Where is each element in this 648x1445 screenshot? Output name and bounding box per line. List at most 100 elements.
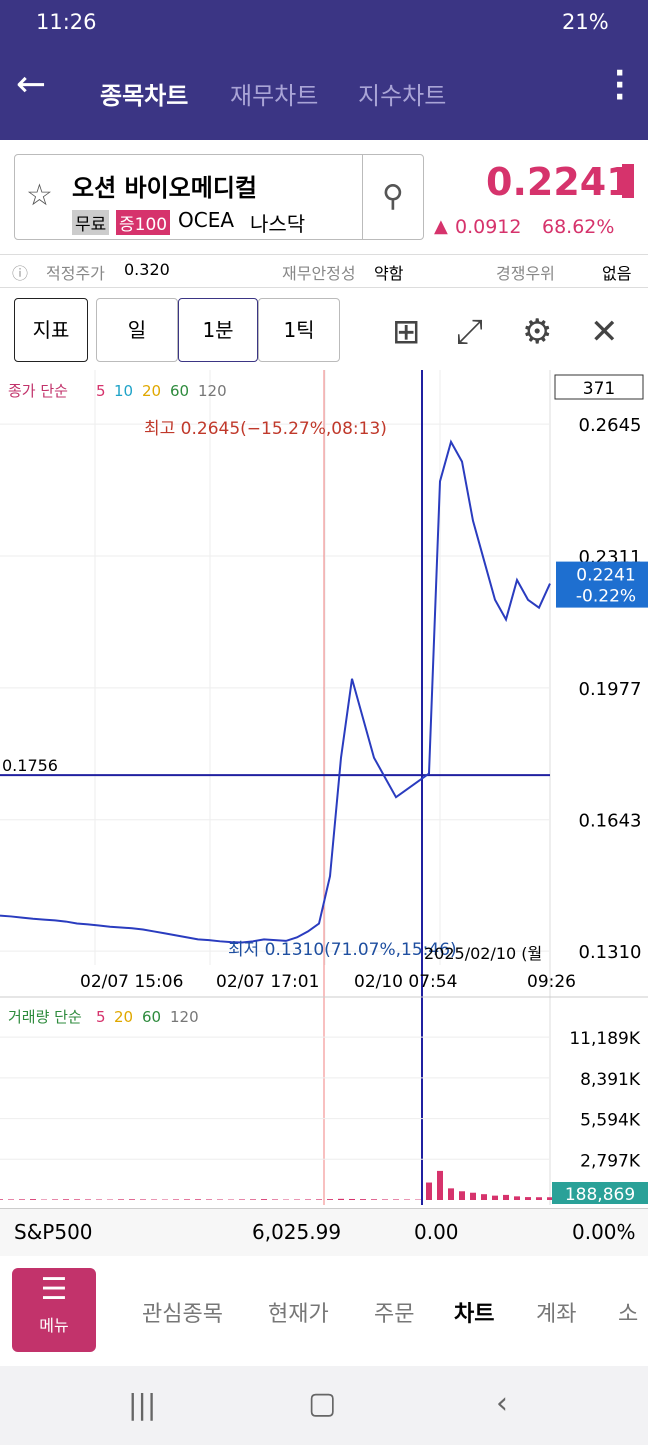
y-tick-label: 0.1310	[579, 942, 642, 963]
volume-bar	[30, 1199, 36, 1200]
index-name: S&P500	[14, 1220, 93, 1244]
volume-bar	[118, 1199, 124, 1200]
volume-bar	[448, 1188, 454, 1200]
home[interactable]: ▢	[308, 1386, 337, 1421]
last-change: -0.22%	[576, 587, 636, 607]
metric-value: 없음	[602, 264, 632, 283]
volume-bar	[74, 1199, 80, 1200]
tab[interactable]: 종목차트	[100, 82, 189, 110]
market: 나스닥	[250, 212, 306, 236]
x-tick-label: 02/07 17:01	[216, 972, 319, 992]
volume-bar	[437, 1170, 443, 1200]
volume-bar	[503, 1194, 509, 1200]
up-arrow: ▲	[434, 216, 448, 237]
volume-bar	[393, 1199, 399, 1200]
menu-label: 메뉴	[39, 1316, 69, 1335]
volume-bar	[525, 1197, 531, 1200]
volume-bar	[52, 1199, 58, 1200]
volume-bar	[0, 1199, 3, 1200]
legend-period: 10	[114, 382, 133, 400]
stock-box[interactable]	[14, 154, 424, 240]
metric-value: 약함	[374, 264, 404, 283]
button[interactable]: 1틱	[258, 298, 340, 362]
tab[interactable]: 지수차트	[358, 82, 447, 110]
ticker: OCEA	[178, 208, 235, 232]
count-box	[554, 374, 644, 400]
nav-tab[interactable]: 관심종목	[142, 1302, 223, 1327]
expand-icon[interactable]: ⤢	[456, 312, 484, 352]
grid-icon[interactable]: ⊞	[392, 312, 421, 352]
y-tick-label: 0.2645	[579, 415, 642, 436]
change-pct: 68.62%	[542, 216, 615, 238]
legend-title: 종가 단순	[8, 382, 68, 400]
volume-bar	[184, 1199, 190, 1200]
nav-tab[interactable]: 계좌	[536, 1302, 577, 1327]
metrics-row	[0, 254, 648, 288]
tab[interactable]: 재무차트	[230, 82, 319, 110]
tools-icon[interactable]: ✕	[590, 312, 619, 352]
volume-bar	[96, 1199, 102, 1200]
volume-bar	[404, 1199, 410, 1200]
volume-bar	[250, 1199, 256, 1200]
y-tick-label: 2,797K	[580, 1151, 641, 1171]
volume-bar	[140, 1199, 146, 1200]
nav-tab[interactable]: 주문	[374, 1302, 415, 1327]
tag: 증100	[116, 210, 171, 235]
change: 0.0912	[455, 216, 522, 238]
volume-bar	[19, 1199, 25, 1200]
metric-label: 경쟁우위	[496, 264, 555, 283]
volume-bar	[206, 1199, 212, 1200]
volume-bar	[272, 1199, 278, 1200]
nav-tab[interactable]: 소	[618, 1302, 639, 1327]
volume-bar	[492, 1195, 498, 1200]
volume-bar	[85, 1199, 91, 1200]
volume-label: 188,869	[565, 1185, 635, 1205]
legend-title: 거래량 단순	[8, 1008, 82, 1026]
y-tick-label: 8,391K	[580, 1070, 641, 1090]
menu-button[interactable]: ☰ 메뉴	[12, 1268, 96, 1352]
crosshair-label: 0.1756	[2, 756, 58, 775]
star[interactable]: ☆	[26, 178, 53, 213]
index-change: 0.00	[414, 1220, 459, 1244]
back-nav[interactable]: ‹	[496, 1386, 508, 1421]
annotation-low: 최저 0.1310(71.07%,15:46)	[228, 940, 457, 960]
volume-bar	[151, 1199, 157, 1200]
volume-badge	[552, 1182, 648, 1204]
legend-period: 60	[170, 382, 189, 400]
volume-bar	[382, 1199, 388, 1200]
annotation-high: 최고 0.2645(−15.27%,08:13)	[144, 419, 387, 439]
volume-bar	[294, 1199, 300, 1200]
price-line	[0, 439, 551, 944]
bottom-nav	[0, 1256, 648, 1366]
legend-period: 5	[96, 1008, 106, 1026]
nav-tab[interactable]: 현재가	[268, 1302, 329, 1327]
back[interactable]: ←	[16, 64, 47, 105]
settings-icon[interactable]: ⚙	[522, 312, 553, 352]
legend-period: 120	[198, 382, 227, 400]
volume-bar	[239, 1199, 245, 1200]
help[interactable]: ⓘ	[12, 264, 29, 283]
button[interactable]: 지표	[14, 298, 88, 362]
more[interactable]: · · ·	[614, 56, 626, 115]
button[interactable]: 일	[96, 298, 178, 362]
metric-label: 적정주가	[46, 264, 105, 283]
nav-tab[interactable]: 차트	[454, 1302, 495, 1327]
volume-bar	[360, 1199, 366, 1200]
volume-bar	[261, 1199, 267, 1200]
volume-bar	[217, 1199, 223, 1200]
volume-bar	[536, 1197, 542, 1200]
price: 0.2241	[486, 160, 633, 204]
volume-bar	[129, 1199, 135, 1200]
header	[0, 0, 648, 140]
button[interactable]: 1분	[178, 298, 258, 362]
volume-bar	[547, 1197, 553, 1200]
search[interactable]: ⚲	[362, 155, 423, 239]
x-tick-label: 09:26	[527, 972, 576, 992]
metric-value: 0.320	[124, 260, 170, 279]
recent[interactable]: |||	[128, 1388, 157, 1421]
crosshair-date: 2025/02/10 (월	[424, 944, 542, 963]
volume-bar	[371, 1199, 377, 1200]
volume-bar	[305, 1199, 311, 1200]
battery: 21%	[562, 10, 609, 34]
